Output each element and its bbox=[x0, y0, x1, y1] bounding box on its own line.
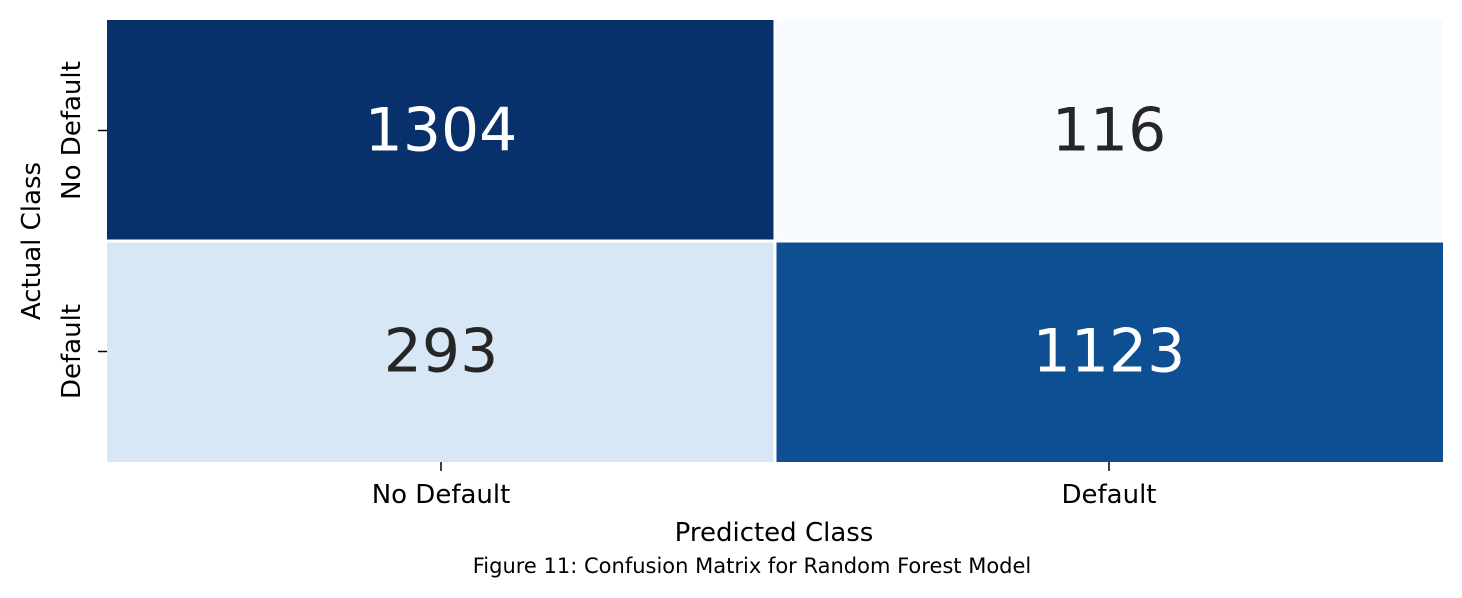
y-tick-label: Default bbox=[57, 304, 87, 399]
x-axis-ticks: No Default Default bbox=[372, 462, 1157, 510]
cell-value-r0-c0: 1304 bbox=[365, 96, 518, 166]
heatmap-cells bbox=[107, 20, 1443, 462]
x-tick-label: No Default bbox=[372, 480, 511, 510]
x-axis-label: Predicted Class bbox=[675, 518, 874, 548]
heatmap-cell-r1-c0 bbox=[107, 242, 774, 462]
cell-value-r1-c0: 293 bbox=[384, 317, 499, 387]
heatmap-cell-r0-c0 bbox=[107, 20, 774, 240]
cell-value-r1-c1: 1123 bbox=[1033, 317, 1186, 387]
heatmap-cell-r1-c1 bbox=[776, 242, 1443, 462]
x-tick-label: Default bbox=[1062, 480, 1157, 510]
y-tick-label: No Default bbox=[57, 61, 87, 200]
cell-value-r0-c1: 116 bbox=[1052, 96, 1167, 166]
y-axis-ticks: No Default Default bbox=[57, 61, 107, 399]
y-axis-label: Actual Class bbox=[17, 162, 47, 320]
heatmap-cell-r0-c1 bbox=[776, 20, 1443, 240]
figure-caption: Figure 11: Confusion Matrix for Random F… bbox=[473, 554, 1032, 578]
heatmap-cell-labels: 1304 116 293 1123 bbox=[365, 96, 1186, 387]
